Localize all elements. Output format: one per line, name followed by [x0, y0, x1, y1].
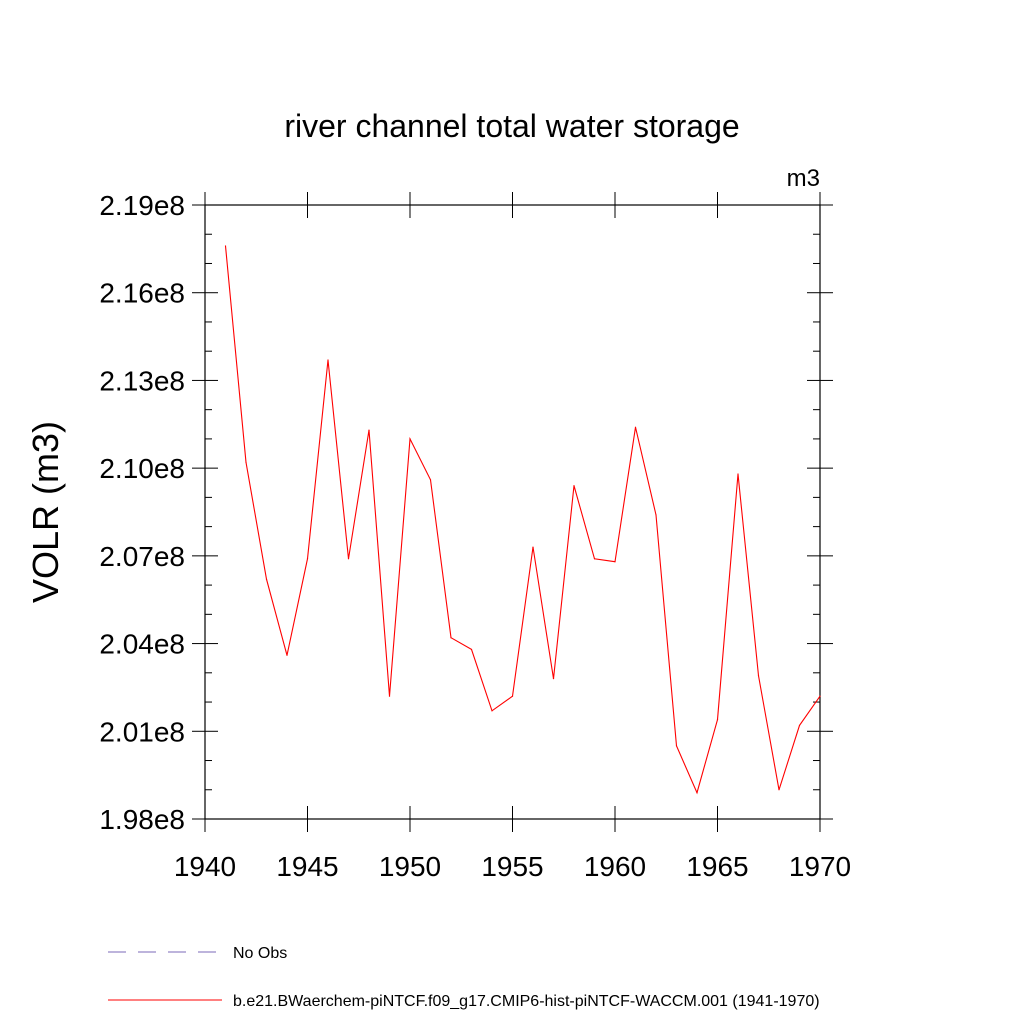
y-tick-label: 2.01e8: [99, 716, 185, 747]
legend-label: b.e21.BWaerchem-piNTCF.f09_g17.CMIP6-his…: [233, 993, 820, 1010]
y-axis-ticks: 1.98e8 2.01e8 2.04e8 2.07e8 2.10e8 2.13e8 2.16…: [99, 190, 833, 835]
data-point: [593, 558, 596, 560]
data-point: [655, 514, 657, 516]
y-tick-label: 2.16e8: [99, 278, 185, 309]
data-point: [306, 558, 309, 560]
data-point: [245, 461, 247, 463]
data-point: [409, 438, 411, 440]
data-point: [511, 695, 514, 697]
data-point: [716, 718, 719, 721]
data-point: [368, 429, 370, 431]
data-point: [429, 479, 432, 481]
x-tick-label: 1945: [276, 851, 338, 882]
data-point: [614, 561, 616, 563]
data-point: [286, 654, 288, 656]
y-tick-label: 2.07e8: [99, 541, 185, 572]
data-point: [388, 695, 391, 697]
legend: No Obs b.e21.BWaerchem-piNTCF.f09_g17.CMI…: [108, 945, 820, 1010]
data-point: [532, 546, 534, 548]
x-tick-label: 1970: [789, 851, 851, 882]
x-tick-label: 1960: [584, 851, 646, 882]
series-layer: [224, 245, 821, 795]
data-point: [450, 637, 452, 639]
y-tick-label: 2.19e8: [99, 190, 185, 221]
data-point: [327, 359, 329, 361]
x-tick-label: 1950: [379, 851, 441, 882]
data-point: [757, 675, 760, 677]
legend-label: No Obs: [233, 945, 287, 962]
y-tick-label: 2.13e8: [99, 365, 185, 396]
data-point: [347, 558, 350, 560]
data-point: [634, 426, 637, 428]
data-point: [778, 789, 780, 791]
data-point: [265, 578, 268, 580]
x-tick-label: 1940: [174, 851, 236, 882]
data-point: [798, 724, 801, 727]
data-point: [573, 485, 575, 487]
y-tick-label: 2.10e8: [99, 453, 185, 484]
data-point: [470, 648, 473, 651]
data-point: [819, 695, 821, 697]
plot-frame: [204, 204, 821, 820]
data-point: [552, 678, 555, 680]
data-point: [491, 710, 493, 712]
y-axis-label: VOLR (m3): [25, 421, 66, 603]
data-point: [675, 745, 678, 747]
x-tick-label: 1965: [686, 851, 748, 882]
units-label: m3: [787, 165, 820, 192]
data-point: [737, 473, 739, 475]
y-tick-label: 1.98e8: [99, 804, 185, 835]
data-point: [224, 245, 227, 247]
x-axis-ticks: 1940 1945 1950 1955 1960 1965 1970: [174, 192, 851, 882]
y-tick-label: 2.04e8: [99, 629, 185, 660]
chart-title: river channel total water storage: [284, 108, 739, 144]
x-tick-label: 1955: [481, 851, 543, 882]
data-point: [696, 792, 698, 794]
series-line: [224, 245, 821, 795]
